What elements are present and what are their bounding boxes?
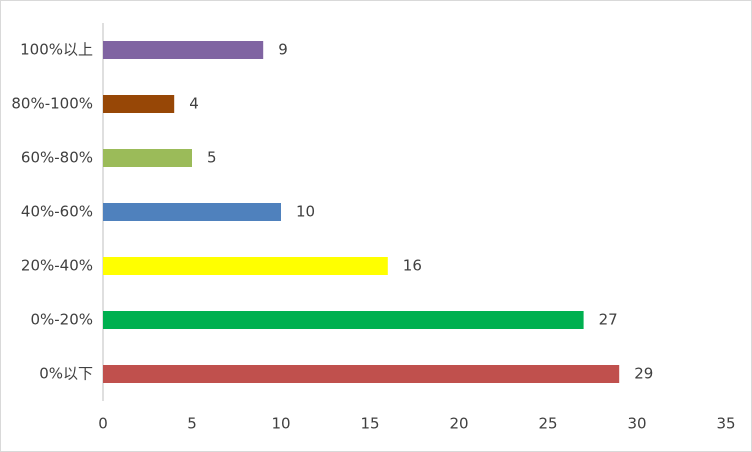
y-tick-label: 100%以上 — [20, 41, 93, 59]
bar — [103, 149, 192, 167]
y-tick-label: 0%以下 — [39, 365, 93, 383]
y-tick-label: 20%-40% — [21, 257, 93, 275]
bar — [103, 203, 281, 221]
bar — [103, 41, 264, 59]
data-label: 5 — [207, 149, 217, 167]
y-tick-label: 40%-60% — [21, 203, 93, 221]
data-label: 16 — [403, 257, 422, 275]
x-tick-label: 35 — [716, 415, 735, 433]
x-tick-label: 30 — [627, 415, 646, 433]
bar — [103, 311, 584, 329]
y-tick-label: 0%-20% — [30, 311, 93, 329]
x-tick-label: 20 — [449, 415, 468, 433]
x-tick-label: 10 — [271, 415, 290, 433]
x-tick-label: 15 — [360, 415, 379, 433]
data-label: 27 — [599, 311, 618, 329]
y-tick-label: 80%-100% — [11, 95, 93, 113]
x-tick-label: 0 — [98, 415, 108, 433]
data-label: 9 — [278, 41, 288, 59]
y-tick-label: 60%-80% — [21, 149, 93, 167]
x-tick-label: 5 — [187, 415, 197, 433]
bar — [103, 257, 388, 275]
bar — [103, 95, 175, 113]
data-label: 10 — [296, 203, 315, 221]
data-label: 29 — [634, 365, 653, 383]
bar — [103, 365, 620, 383]
data-label: 4 — [189, 95, 199, 113]
x-tick-label: 25 — [538, 415, 557, 433]
